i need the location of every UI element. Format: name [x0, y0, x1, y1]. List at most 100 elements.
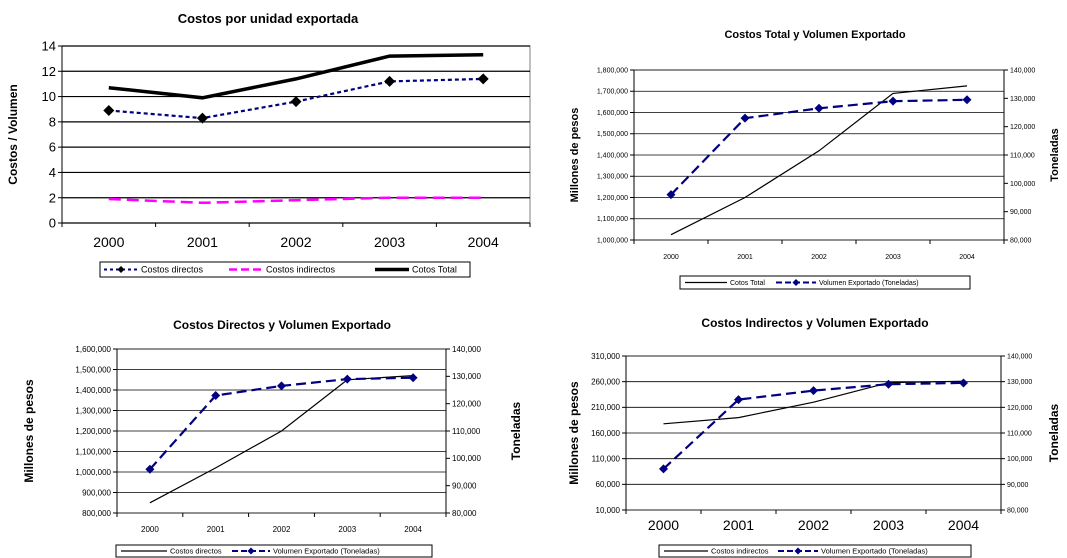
y2-tick-label: 130,000: [452, 372, 481, 381]
y-tick-label: 310,000: [591, 352, 620, 361]
chart-1: Costos por unidad exportada 0 2 4 6 8 10 12 14 20…: [6, 11, 531, 278]
chart-title: Costos Indirectos y Volumen Exportado: [701, 316, 928, 330]
y2-tick-label: 110,000: [1010, 152, 1035, 159]
y2-tick-label: 100,000: [1007, 456, 1032, 463]
data-point-marker: [740, 113, 750, 123]
y2-axis-label: Toneladas: [1047, 403, 1061, 462]
y-axis-label: Millones de pesos: [569, 108, 581, 203]
chart-4: Costos Indirectos y Volumen Exportado 10,…: [567, 316, 1061, 558]
y2-tick-label: 100,000: [452, 454, 481, 463]
y-tick-label: 1,300,000: [75, 406, 111, 415]
y2-tick-label: 140,000: [1010, 67, 1035, 74]
series-line-2: [108, 196, 484, 205]
x-tick-label: 2004: [959, 254, 975, 261]
y2-tick-label: 80,000: [1010, 237, 1032, 244]
y-tick-label: 1,000,000: [75, 468, 111, 477]
data-point-marker: [809, 386, 818, 396]
x-tick-label: 2001: [207, 525, 225, 534]
data-point-marker: [384, 75, 396, 87]
data-point-marker: [962, 95, 972, 105]
data-point-marker: [884, 379, 893, 389]
legend-marker: [792, 279, 800, 286]
y-axis-label: Millones de pesos: [22, 379, 36, 483]
data-point-marker: [666, 190, 676, 200]
data-point-marker: [408, 373, 418, 383]
y2-tick-label: 110,000: [1007, 430, 1032, 437]
data-point-marker: [477, 73, 489, 85]
data-point-marker: [888, 96, 898, 106]
legend-label-2: Volumen Exportado (Toneladas): [821, 547, 928, 556]
y2-tick-label: 90,000: [452, 481, 477, 490]
y2-tick-label: 110,000: [452, 427, 481, 436]
series-line-2: [662, 381, 964, 470]
legend: [679, 275, 971, 290]
y-tick-label: 0: [49, 216, 56, 231]
y-tick-label: 12: [42, 64, 56, 79]
y-tick-label: 1,100,000: [597, 216, 628, 223]
y-tick-label: 60,000: [596, 480, 621, 489]
y-tick-label: 2: [49, 190, 56, 205]
y2-tick-label: 100,000: [1010, 181, 1035, 188]
y-tick-label: 900,000: [82, 488, 111, 497]
series-line-1: [149, 375, 414, 504]
y-tick-label: 110,000: [592, 454, 621, 463]
x-tick-label: 2001: [187, 234, 218, 250]
series-line-3: [108, 53, 484, 100]
y-tick-label: 10,000: [596, 506, 621, 515]
data-point-marker: [734, 395, 743, 405]
y-tick-label: 210,000: [591, 403, 620, 412]
x-tick-label: 2003: [374, 234, 405, 250]
legend-label-3: Cotos Total: [412, 265, 457, 275]
x-tick-label: 2000: [663, 254, 679, 261]
x-tick-label: 2002: [273, 525, 291, 534]
y-tick-label: 260,000: [591, 377, 620, 386]
y2-tick-label: 140,000: [452, 345, 481, 354]
y-tick-label: 1,000,000: [597, 237, 628, 244]
x-tick-label: 2003: [885, 254, 901, 261]
legend-marker: [117, 266, 125, 273]
x-tick-label: 2004: [404, 525, 422, 534]
y-tick-label: 1,200,000: [597, 195, 628, 202]
legend-marker: [247, 547, 255, 555]
data-point-marker: [959, 378, 968, 388]
chart-title: Costos por unidad exportada: [178, 11, 359, 26]
legend-label-1: Cotos Total: [730, 280, 765, 287]
y-tick-label: 1,200,000: [75, 427, 111, 436]
y2-tick-label: 130,000: [1010, 96, 1035, 103]
series-line-1: [663, 380, 964, 425]
chart-title: Costos Total y Volumen Exportado: [724, 29, 905, 41]
x-tick-label: 2002: [280, 234, 311, 250]
y2-axis-label: Toneladas: [509, 401, 523, 460]
data-point-marker: [814, 103, 824, 113]
y2-tick-label: 120,000: [1010, 124, 1035, 131]
y-tick-label: 1,700,000: [597, 89, 628, 96]
y-tick-label: 8: [49, 114, 56, 129]
y2-tick-label: 140,000: [1007, 353, 1032, 360]
data-point-marker: [145, 464, 155, 474]
x-tick-label: 2004: [948, 517, 979, 533]
x-tick-label: 2002: [811, 254, 827, 261]
chart-title: Costos Directos y Volumen Exportado: [173, 318, 391, 332]
data-point-marker: [277, 381, 286, 391]
y-tick-label: 1,800,000: [597, 67, 628, 74]
legend: [115, 544, 433, 558]
data-point-marker: [290, 96, 302, 108]
series-line-1: [108, 77, 484, 120]
data-point-marker: [196, 112, 208, 124]
legend-label-1: Costos directos: [170, 547, 222, 556]
x-tick-label: 2000: [141, 525, 159, 534]
y-tick-label: 160,000: [591, 429, 620, 438]
y2-tick-label: 130,000: [1007, 379, 1032, 386]
x-tick-label: 2003: [873, 517, 904, 533]
chart-2: Costos Total y Volumen Exportado 1,000,00…: [569, 29, 1061, 290]
y-axis-label: Millones de pesos: [567, 381, 581, 485]
legend-label-2: Volumen Exportado (Toneladas): [273, 547, 380, 556]
y-axis-label: Costos / Volumen: [6, 84, 20, 184]
x-tick-label: 2001: [723, 517, 754, 533]
x-tick-label: 2000: [93, 234, 124, 250]
y-tick-label: 1,600,000: [75, 345, 111, 354]
data-point-marker: [103, 104, 115, 116]
y-tick-label: 14: [42, 39, 56, 54]
y2-tick-label: 90,000: [1007, 482, 1029, 489]
y2-tick-label: 120,000: [452, 399, 481, 408]
